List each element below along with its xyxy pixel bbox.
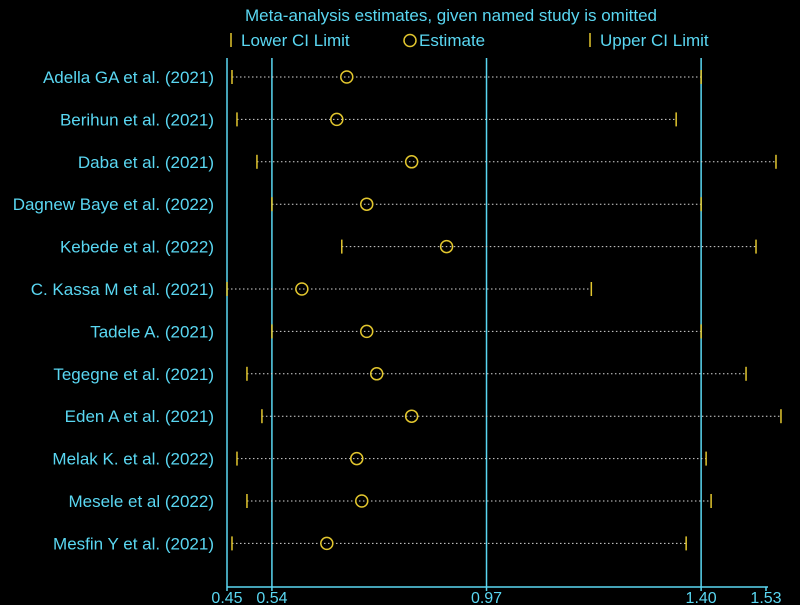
study-row: Mesele et al (2022)	[68, 492, 712, 511]
estimate-marker	[320, 536, 334, 551]
study-row: Tegegne et al. (2021)	[53, 365, 747, 384]
study-label: Berihun et al. (2021)	[60, 110, 214, 129]
x-tick-label: 1.40	[686, 590, 717, 605]
estimate-marker	[369, 367, 384, 381]
estimate-marker	[404, 409, 419, 423]
study-row: Melak K. et al. (2022)	[52, 450, 707, 469]
x-tick-label: 0.97	[471, 590, 502, 605]
estimate-marker	[359, 197, 374, 211]
estimate-marker	[404, 155, 419, 169]
study-row: Dagnew Baye et al. (2022)	[13, 195, 702, 214]
study-label: C. Kassa M et al. (2021)	[31, 280, 214, 299]
legend-estimate-marker	[403, 33, 417, 48]
study-rows: Adella GA et al. (2021) Berihun et al. (2…	[13, 68, 782, 553]
study-label: Kebede et al. (2022)	[60, 238, 214, 257]
study-row: Berihun et al. (2021)	[60, 110, 677, 129]
x-tick-label: 0.45	[211, 590, 242, 605]
study-row: Adella GA et al. (2021)	[43, 68, 702, 87]
study-label: Mesfin Y et al. (2021)	[53, 534, 214, 553]
x-tick-label: 1.53	[750, 590, 781, 605]
study-label: Adella GA et al. (2021)	[43, 68, 214, 87]
x-axis: 0.45 0.54 0.97 1.40 1.53	[211, 586, 782, 605]
study-row: Kebede et al. (2022)	[60, 238, 757, 257]
estimate-marker	[350, 451, 364, 466]
study-row: Tadele A. (2021)	[90, 322, 702, 341]
study-row: Daba et al. (2021)	[78, 153, 777, 172]
study-row: Eden A et al. (2021)	[65, 407, 782, 426]
study-label: Daba et al. (2021)	[78, 153, 214, 172]
chart-title: Meta-analysis estimates, given named stu…	[245, 6, 657, 25]
x-tick-label: 0.54	[256, 590, 287, 605]
study-label: Tegegne et al. (2021)	[53, 365, 214, 384]
study-label: Melak K. et al. (2022)	[52, 450, 214, 469]
estimate-marker	[439, 239, 454, 254]
study-label: Mesele et al (2022)	[68, 492, 214, 511]
legend-upper-label: Upper CI Limit	[600, 31, 709, 50]
reference-lines	[226, 58, 702, 587]
estimate-marker	[355, 494, 369, 508]
legend-estimate-label: Estimate	[419, 31, 485, 50]
legend-lower-label: Lower CI Limit	[241, 31, 350, 50]
estimate-marker	[295, 282, 309, 296]
estimate-marker	[359, 324, 374, 339]
study-label: Eden A et al. (2021)	[65, 407, 214, 426]
estimate-marker	[330, 112, 344, 127]
study-row: C. Kassa M et al. (2021)	[31, 280, 593, 299]
study-row: Mesfin Y et al. (2021)	[53, 534, 687, 553]
legend: Lower CI Limit Estimate Upper CI Limit	[230, 31, 709, 50]
estimate-marker	[340, 70, 354, 84]
study-label: Tadele A. (2021)	[90, 322, 214, 341]
study-label: Dagnew Baye et al. (2022)	[13, 195, 214, 214]
